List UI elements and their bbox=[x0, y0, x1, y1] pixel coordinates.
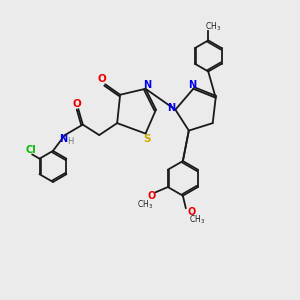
Text: N: N bbox=[143, 80, 151, 90]
Text: Cl: Cl bbox=[25, 145, 36, 155]
Text: CH$_3$: CH$_3$ bbox=[205, 21, 221, 33]
Text: CH$_3$: CH$_3$ bbox=[137, 198, 153, 211]
Text: O: O bbox=[97, 74, 106, 84]
Text: S: S bbox=[144, 134, 151, 144]
Text: H: H bbox=[67, 136, 74, 146]
Text: O: O bbox=[147, 191, 155, 201]
Text: N: N bbox=[59, 134, 67, 144]
Text: N: N bbox=[188, 80, 196, 90]
Text: O: O bbox=[187, 207, 195, 217]
Text: O: O bbox=[73, 99, 82, 109]
Text: N: N bbox=[167, 103, 175, 113]
Text: CH$_3$: CH$_3$ bbox=[189, 214, 205, 226]
